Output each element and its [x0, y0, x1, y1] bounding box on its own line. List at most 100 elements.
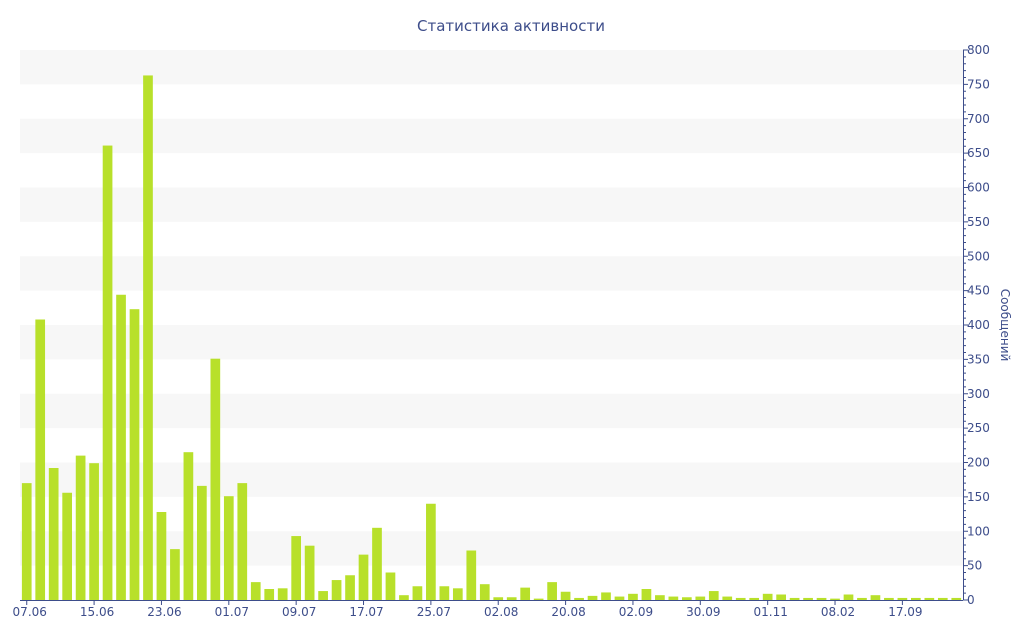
bar[interactable]: [897, 597, 908, 600]
x-tick-label: 17.07: [349, 605, 383, 619]
bar[interactable]: [129, 309, 140, 600]
bar[interactable]: [183, 452, 194, 600]
y-tick-label: 500: [967, 249, 990, 263]
bar[interactable]: [789, 597, 800, 600]
bar[interactable]: [601, 592, 611, 600]
bar[interactable]: [197, 485, 207, 600]
bar[interactable]: [614, 596, 625, 600]
bar[interactable]: [35, 319, 46, 601]
bar[interactable]: [547, 582, 557, 600]
bar[interactable]: [250, 582, 261, 600]
bar[interactable]: [695, 596, 706, 600]
bar[interactable]: [843, 594, 854, 601]
bar[interactable]: [439, 586, 450, 600]
bar[interactable]: [506, 597, 517, 600]
bar[interactable]: [452, 588, 463, 600]
x-tick-label: 17.09: [888, 605, 922, 619]
y-axis: 0 50 100 150 200 250 300 350 400 450 500 550 600 650 7…: [963, 43, 990, 607]
bar[interactable]: [749, 597, 760, 600]
y-tick-label: 750: [967, 77, 990, 91]
bar[interactable]: [857, 597, 867, 600]
bar[interactable]: [493, 597, 504, 600]
bar[interactable]: [911, 597, 921, 600]
x-tick-label: 25.07: [417, 605, 451, 619]
x-tick-label: 20.08: [551, 605, 585, 619]
bar[interactable]: [237, 483, 248, 600]
bar[interactable]: [21, 483, 32, 600]
bar[interactable]: [587, 595, 598, 600]
bar[interactable]: [412, 586, 423, 600]
y-tick-label: 200: [967, 456, 990, 470]
bar[interactable]: [358, 554, 369, 600]
bar[interactable]: [560, 591, 571, 600]
x-axis: 07.06 15.06 23.06 01.07 09.07 17.07 25.07 02.08…: [13, 600, 963, 619]
x-tick-label: 23.06: [147, 605, 181, 619]
bar[interactable]: [681, 597, 692, 600]
bar[interactable]: [520, 587, 531, 600]
grid-band: [20, 256, 963, 291]
bar[interactable]: [170, 549, 180, 600]
y-tick-label: 100: [967, 524, 990, 538]
bar[interactable]: [574, 597, 584, 600]
grid-bands: [20, 50, 963, 566]
bar[interactable]: [304, 545, 315, 600]
bar[interactable]: [426, 503, 436, 600]
bar[interactable]: [89, 463, 99, 600]
bar[interactable]: [143, 75, 153, 600]
bar[interactable]: [277, 588, 288, 600]
bar[interactable]: [924, 597, 935, 600]
bar[interactable]: [210, 358, 221, 600]
y-tick-label: 350: [967, 352, 990, 366]
bar[interactable]: [102, 145, 113, 600]
bar[interactable]: [479, 584, 490, 600]
y-tick-label: 600: [967, 181, 990, 195]
bar[interactable]: [762, 593, 773, 600]
bar[interactable]: [830, 598, 840, 600]
grid-band: [20, 393, 963, 429]
x-tick-label: 02.09: [619, 605, 653, 619]
bar[interactable]: [722, 596, 733, 600]
bar[interactable]: [937, 597, 948, 600]
bar[interactable]: [116, 294, 126, 600]
bar[interactable]: [735, 597, 746, 600]
bar[interactable]: [48, 468, 59, 600]
x-tick-label: 01.11: [753, 605, 787, 619]
bar[interactable]: [466, 550, 477, 601]
bar[interactable]: [223, 496, 234, 600]
grid-band: [20, 187, 963, 222]
bar[interactable]: [655, 595, 665, 600]
bar[interactable]: [816, 597, 827, 600]
bar[interactable]: [318, 591, 328, 600]
bar[interactable]: [708, 591, 719, 600]
bar[interactable]: [331, 580, 342, 600]
bar[interactable]: [385, 572, 396, 601]
y-tick-label: 650: [967, 146, 990, 160]
bar[interactable]: [372, 527, 382, 600]
bar[interactable]: [641, 589, 652, 600]
grid-band: [20, 462, 963, 497]
bar[interactable]: [870, 595, 881, 600]
bar[interactable]: [399, 595, 409, 600]
x-tick-label: 09.07: [282, 605, 316, 619]
bar[interactable]: [345, 575, 355, 600]
bar[interactable]: [951, 597, 962, 600]
bar[interactable]: [628, 593, 638, 600]
y-tick-label: 700: [967, 112, 990, 126]
bar[interactable]: [75, 455, 86, 600]
y-tick-label: 550: [967, 215, 990, 229]
bar[interactable]: [156, 512, 167, 600]
x-tick-label: 15.06: [80, 605, 114, 619]
bar[interactable]: [668, 596, 679, 600]
bar[interactable]: [62, 492, 72, 600]
y-tick-label: 400: [967, 318, 990, 332]
bar[interactable]: [264, 589, 275, 600]
bar[interactable]: [291, 536, 302, 600]
bar[interactable]: [533, 598, 544, 600]
bar[interactable]: [803, 597, 813, 600]
bar[interactable]: [884, 597, 894, 600]
y-tick-label: 450: [967, 284, 990, 298]
grid-band: [20, 50, 963, 85]
bars-group: [21, 75, 962, 601]
bar[interactable]: [776, 594, 786, 601]
